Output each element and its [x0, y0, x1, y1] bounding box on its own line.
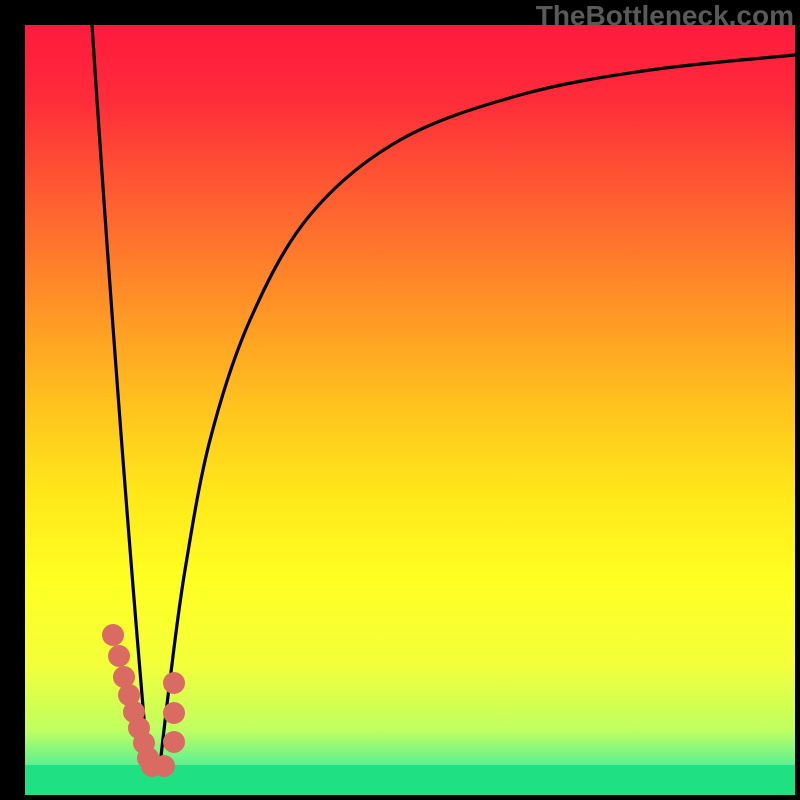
- data-point: [163, 672, 185, 694]
- watermark-text: TheBottleneck.com: [536, 0, 794, 32]
- data-point: [163, 731, 185, 753]
- data-point: [163, 702, 185, 724]
- chart-container: { "canvas": { "width": 800, "height": 80…: [0, 0, 800, 800]
- data-point: [153, 755, 175, 777]
- chart-svg: [0, 0, 800, 800]
- green-band: [25, 765, 795, 795]
- data-point: [108, 645, 130, 667]
- data-point: [102, 624, 124, 646]
